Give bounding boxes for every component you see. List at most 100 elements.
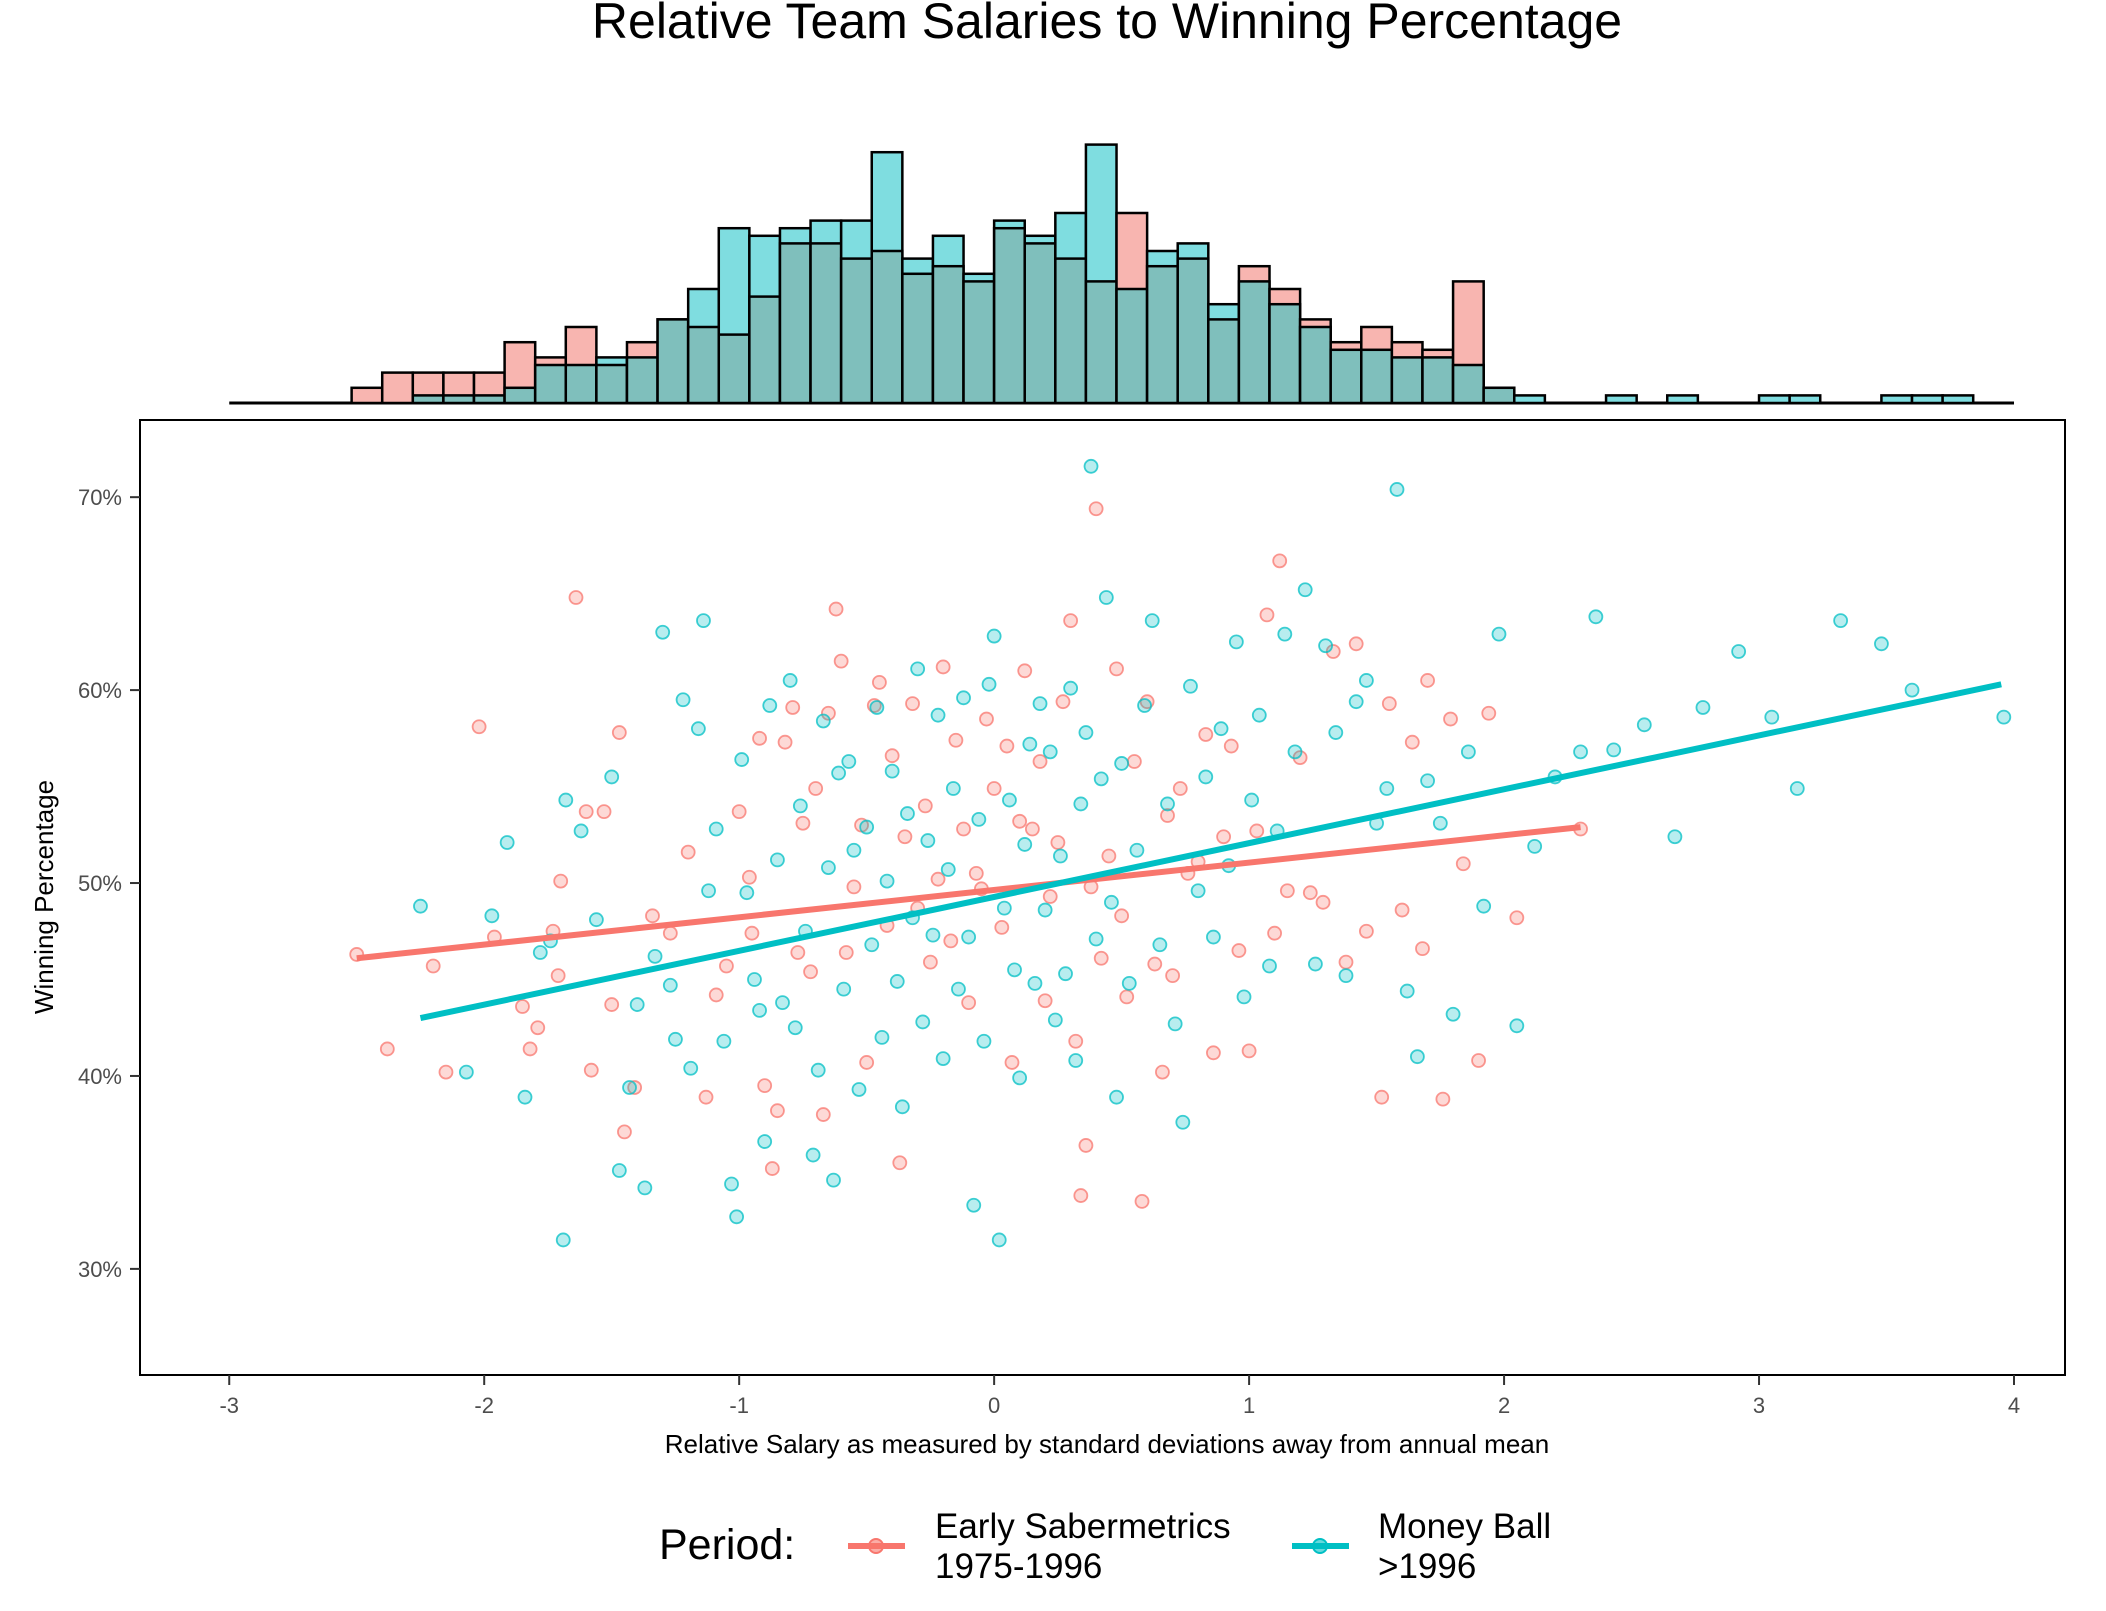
marginal-histogram	[229, 143, 2015, 405]
point-moneyball	[1491, 626, 1507, 642]
legend-key-point-moneyball	[1312, 1538, 1328, 1554]
point-moneyball	[951, 981, 966, 997]
point-moneyball	[1206, 929, 1221, 945]
point-moneyball	[1573, 744, 1588, 760]
point-moneyball	[874, 1029, 890, 1045]
point-moneyball	[1358, 673, 1374, 688]
point-moneyball	[1022, 736, 1038, 752]
point-moneyball	[655, 624, 671, 640]
point-early	[785, 700, 801, 715]
point-moneyball	[915, 1014, 931, 1030]
point-early	[943, 933, 959, 949]
histogram-bar-overlap	[962, 280, 996, 405]
point-early	[604, 997, 620, 1012]
point-moneyball	[555, 1232, 571, 1248]
point-moneyball	[675, 692, 691, 708]
point-early	[553, 873, 569, 889]
point-early	[1078, 1138, 1094, 1153]
point-early	[892, 1155, 908, 1171]
point-moneyball	[1129, 842, 1145, 858]
point-early	[1119, 989, 1135, 1005]
point-early	[1032, 754, 1048, 769]
histogram-bar-overlap	[533, 363, 568, 405]
point-moneyball	[1053, 848, 1068, 864]
point-moneyball	[775, 995, 790, 1011]
point-moneyball	[739, 885, 755, 901]
point-early	[1050, 835, 1066, 850]
trend-lines	[356, 681, 2002, 1022]
histogram-bar-overlap	[1360, 348, 1394, 405]
histogram-bar-overlap	[1482, 386, 1516, 405]
point-moneyball	[1476, 898, 1492, 914]
point-early	[884, 748, 900, 764]
point-moneyball	[782, 673, 798, 688]
histogram-bar-overlap	[1176, 257, 1210, 405]
point-early	[1241, 1043, 1257, 1059]
point-moneyball	[1042, 744, 1058, 760]
point-early	[790, 945, 806, 960]
y-tick-label: 30%	[78, 1257, 122, 1282]
point-early	[1216, 829, 1232, 845]
point-moneyball	[1297, 582, 1313, 598]
point-early	[803, 964, 818, 980]
point-moneyball	[925, 927, 941, 943]
histogram-bar-overlap	[1115, 287, 1149, 405]
point-early	[583, 1062, 599, 1078]
histogram-bar-overlap	[564, 363, 598, 405]
point-early	[833, 653, 849, 669]
point-moneyball	[879, 873, 895, 889]
point-moneyball	[517, 1089, 533, 1105]
point-moneyball	[668, 1031, 683, 1047]
point-moneyball	[900, 806, 915, 821]
point-early	[1509, 910, 1525, 926]
point-moneyball	[1244, 792, 1260, 808]
point-moneyball	[1088, 931, 1104, 947]
legend: Period: Early Sabermetrics 1975-1996 Mon…	[659, 1507, 1551, 1586]
point-moneyball	[805, 1147, 821, 1163]
point-moneyball	[792, 798, 808, 814]
point-moneyball	[716, 1033, 732, 1049]
point-early	[1147, 956, 1163, 972]
point-moneyball	[1764, 709, 1780, 725]
point-moneyball	[1636, 717, 1652, 733]
point-early	[1231, 943, 1247, 958]
point-moneyball	[1307, 956, 1323, 972]
point-early	[1374, 1089, 1390, 1105]
point-early	[1004, 1055, 1020, 1070]
point-early	[1160, 808, 1175, 823]
point-early	[917, 798, 933, 814]
point-moneyball	[1695, 700, 1711, 715]
point-early	[1088, 501, 1104, 517]
point-moneyball	[1144, 613, 1160, 629]
point-moneyball	[1328, 725, 1344, 740]
point-moneyball	[1338, 968, 1354, 984]
point-early	[1420, 673, 1435, 688]
point-moneyball	[1098, 590, 1114, 605]
point-moneyball	[1588, 609, 1604, 625]
point-early	[1093, 950, 1109, 966]
point-moneyball	[966, 1197, 982, 1213]
point-early	[617, 1124, 632, 1140]
legend-entry-moneyball: Money Ball >1996	[1292, 1507, 1551, 1586]
trend-line-early	[356, 824, 1581, 962]
point-early	[994, 920, 1010, 935]
point-early	[1348, 636, 1364, 652]
point-early	[1012, 813, 1028, 829]
point-early	[1279, 883, 1295, 899]
point-moneyball	[757, 1134, 773, 1149]
histogram-bar-overlap	[1054, 257, 1088, 405]
histogram-bar-overlap	[931, 264, 965, 405]
point-early	[905, 696, 920, 712]
point-moneyball	[1904, 682, 1920, 698]
histogram-bar-moneyball	[1757, 394, 1791, 405]
scatter-points	[349, 458, 2012, 1248]
histogram-bar-overlap	[809, 242, 843, 405]
histogram-bar-overlap	[656, 318, 690, 405]
point-moneyball	[637, 1180, 653, 1196]
point-early	[379, 1041, 395, 1057]
point-moneyball	[1109, 1089, 1124, 1105]
point-moneyball	[1027, 975, 1043, 991]
point-moneyball	[690, 721, 706, 737]
point-early	[719, 958, 734, 974]
point-early	[1037, 993, 1053, 1009]
